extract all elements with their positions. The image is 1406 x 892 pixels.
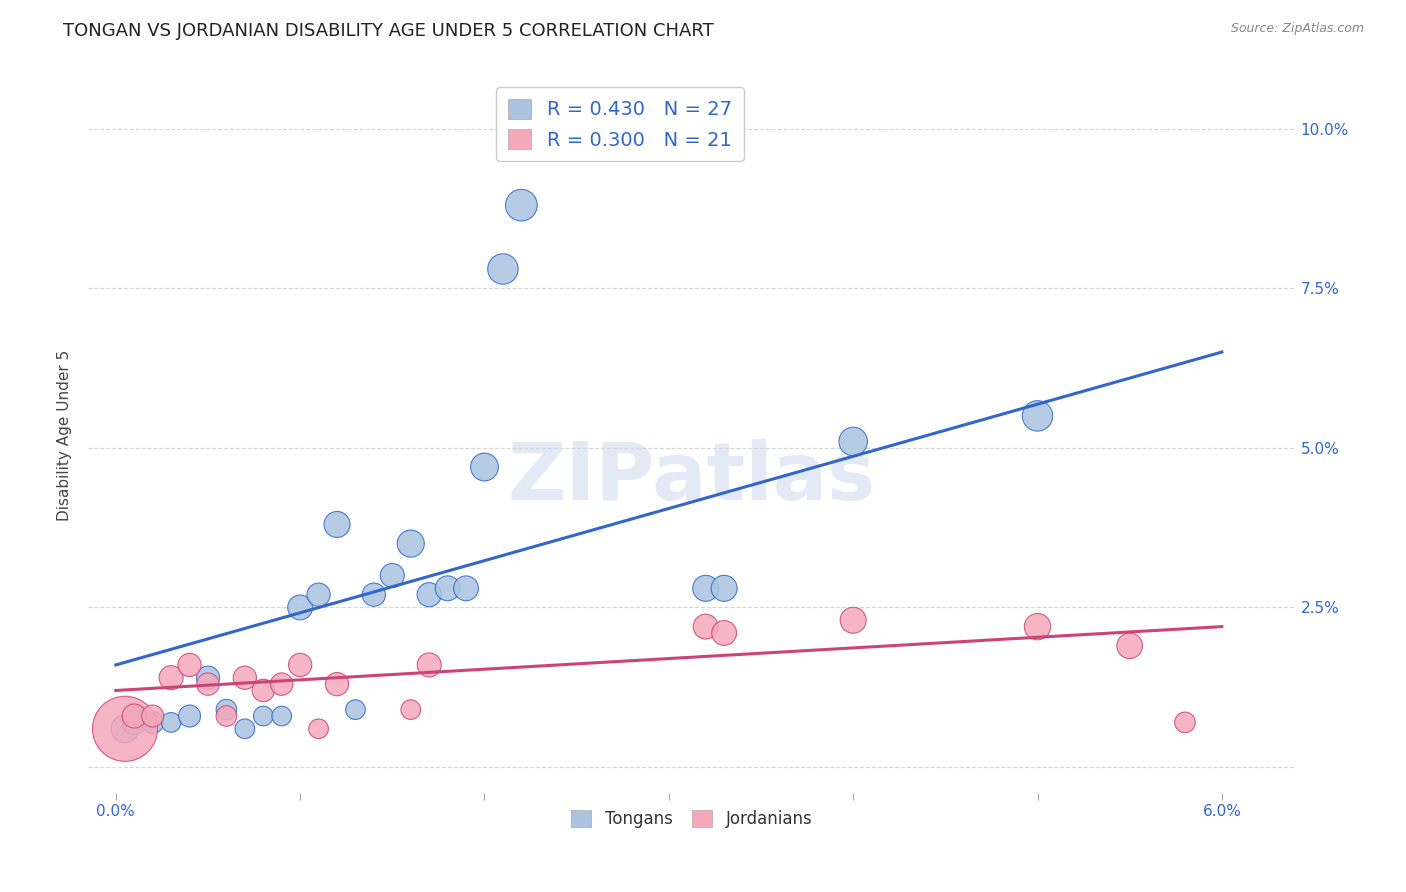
Point: [363, 588, 385, 602]
Point: [399, 703, 422, 717]
Point: [252, 709, 274, 723]
Point: [160, 715, 183, 730]
Point: [1174, 715, 1197, 730]
Point: [179, 657, 201, 672]
Point: [492, 262, 515, 277]
Point: [713, 582, 735, 596]
Point: [215, 703, 238, 717]
Point: [381, 568, 404, 582]
Point: [695, 619, 717, 633]
Point: [114, 722, 136, 736]
Point: [436, 582, 458, 596]
Point: [399, 536, 422, 550]
Point: [842, 434, 865, 449]
Point: [326, 677, 349, 691]
Point: [326, 517, 349, 532]
Point: [1118, 639, 1140, 653]
Point: [1026, 409, 1049, 423]
Point: [233, 671, 256, 685]
Point: [160, 671, 183, 685]
Text: Source: ZipAtlas.com: Source: ZipAtlas.com: [1230, 22, 1364, 36]
Point: [142, 715, 165, 730]
Legend: Tongans, Jordanians: Tongans, Jordanians: [565, 803, 820, 834]
Point: [270, 709, 292, 723]
Point: [474, 460, 496, 475]
Point: [122, 715, 145, 730]
Point: [288, 657, 311, 672]
Point: [179, 709, 201, 723]
Point: [713, 626, 735, 640]
Point: [142, 709, 165, 723]
Point: [454, 582, 477, 596]
Point: [308, 588, 330, 602]
Point: [270, 677, 292, 691]
Point: [1026, 619, 1049, 633]
Point: [510, 198, 533, 212]
Point: [418, 657, 440, 672]
Point: [252, 683, 274, 698]
Point: [114, 722, 136, 736]
Text: ZIPatlas: ZIPatlas: [508, 439, 876, 517]
Point: [197, 677, 219, 691]
Point: [233, 722, 256, 736]
Point: [288, 600, 311, 615]
Point: [215, 709, 238, 723]
Point: [344, 703, 367, 717]
Y-axis label: Disability Age Under 5: Disability Age Under 5: [58, 350, 72, 521]
Point: [418, 588, 440, 602]
Point: [308, 722, 330, 736]
Point: [197, 671, 219, 685]
Text: TONGAN VS JORDANIAN DISABILITY AGE UNDER 5 CORRELATION CHART: TONGAN VS JORDANIAN DISABILITY AGE UNDER…: [63, 22, 714, 40]
Point: [695, 582, 717, 596]
Point: [122, 709, 145, 723]
Point: [842, 613, 865, 627]
